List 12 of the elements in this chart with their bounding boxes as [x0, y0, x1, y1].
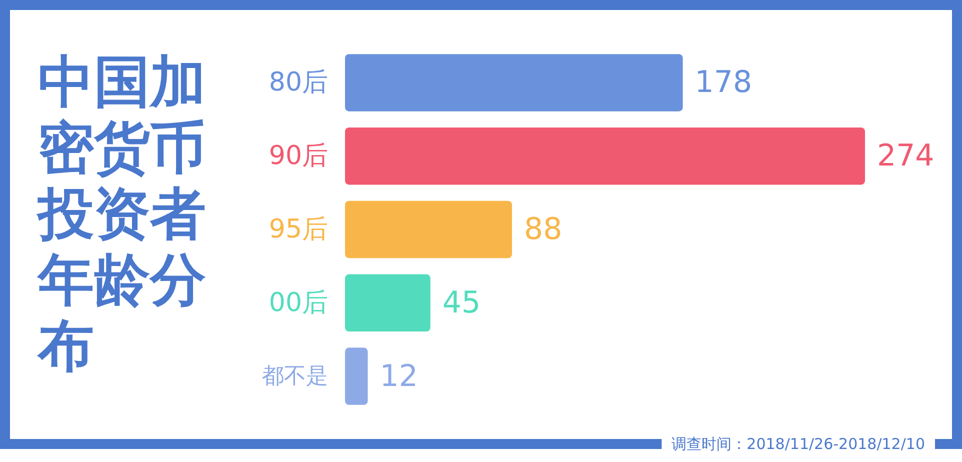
title: 中国加密货币投资者年龄分布	[38, 50, 207, 380]
data-label: 274	[877, 138, 934, 174]
annotation: 调查时间：2018/11/26-2018/12/10	[672, 435, 925, 453]
data-label: 178	[694, 65, 752, 100]
data-label: 88	[524, 212, 562, 247]
category-label: 80后	[268, 68, 328, 98]
category-label: 00后	[268, 288, 328, 318]
category-label: 90后	[268, 141, 328, 172]
data-label: 12	[380, 358, 418, 394]
category-label: 都不是	[262, 364, 328, 389]
category-label: 95后	[268, 214, 328, 244]
data-label: 45	[442, 285, 481, 320]
